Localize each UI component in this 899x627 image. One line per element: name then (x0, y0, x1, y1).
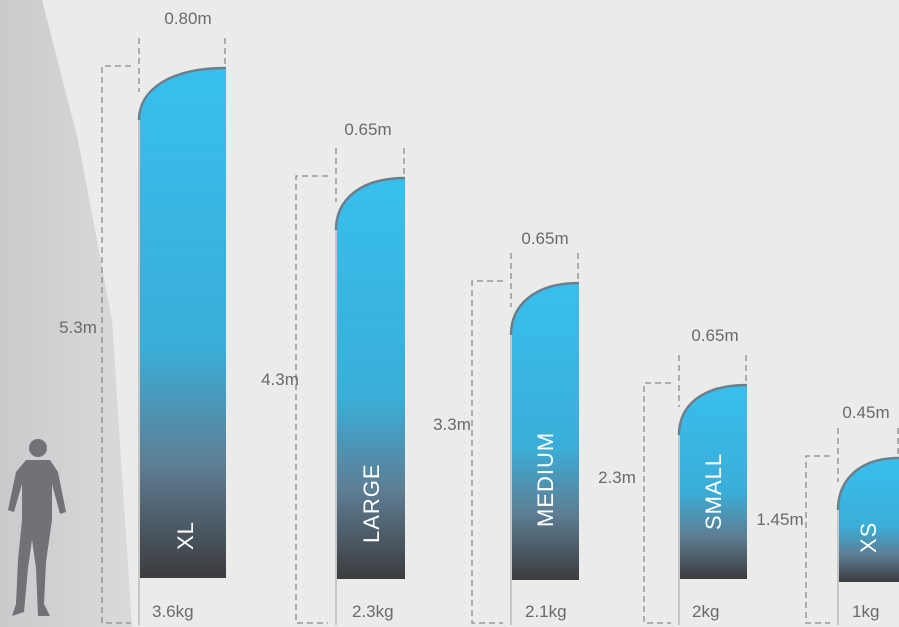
height-guide (805, 455, 830, 624)
flag-top-edge (334, 176, 406, 231)
width-label: 0.65m (521, 229, 568, 248)
height-label: 1.45m (756, 510, 803, 529)
size-label: XS (856, 522, 881, 553)
weight-label: 3.6kg (152, 602, 194, 621)
height-guide (471, 280, 503, 624)
flag-xl: 0.80m 5.3m 3.6kg XL (59, 9, 227, 625)
flag-top-edge (836, 456, 899, 511)
flag-body (838, 458, 899, 582)
width-label: 0.80m (164, 9, 211, 28)
height-label: 4.3m (261, 370, 299, 389)
height-label: 3.3m (433, 415, 471, 434)
width-label: 0.65m (344, 120, 391, 139)
size-label: XL (173, 521, 198, 550)
flag-top-edge (137, 66, 227, 121)
flag-medium: 0.65m 3.3m 2.1kg MEDIUM (433, 229, 580, 625)
size-label: SMALL (701, 453, 726, 530)
size-label: MEDIUM (533, 432, 558, 527)
height-guide (295, 175, 328, 624)
weight-label: 2.3kg (352, 602, 394, 621)
flag-xs: 0.45m 1.45m 1kg XS (756, 403, 899, 625)
flag-body (511, 283, 579, 580)
flag-top-edge (677, 383, 748, 436)
weight-label: 2.1kg (525, 602, 567, 621)
height-label: 5.3m (59, 318, 97, 337)
height-guide (101, 65, 131, 624)
flag-body (139, 68, 226, 578)
flag-large: 0.65m 4.3m 2.3kg LARGE (261, 120, 406, 625)
flag-body (336, 178, 405, 579)
size-label: LARGE (359, 463, 384, 543)
person-silhouette-icon (8, 439, 66, 616)
width-label: 0.65m (691, 326, 738, 345)
flag-body (679, 385, 747, 579)
weight-label: 1kg (852, 602, 879, 621)
height-guide (643, 382, 671, 624)
height-label: 2.3m (598, 468, 636, 487)
flag-small: 0.65m 2.3m 2kg SMALL (598, 326, 748, 625)
weight-label: 2kg (692, 602, 719, 621)
width-label: 0.45m (842, 403, 889, 422)
flag-top-edge (509, 281, 580, 336)
wall-shadow (0, 0, 132, 627)
